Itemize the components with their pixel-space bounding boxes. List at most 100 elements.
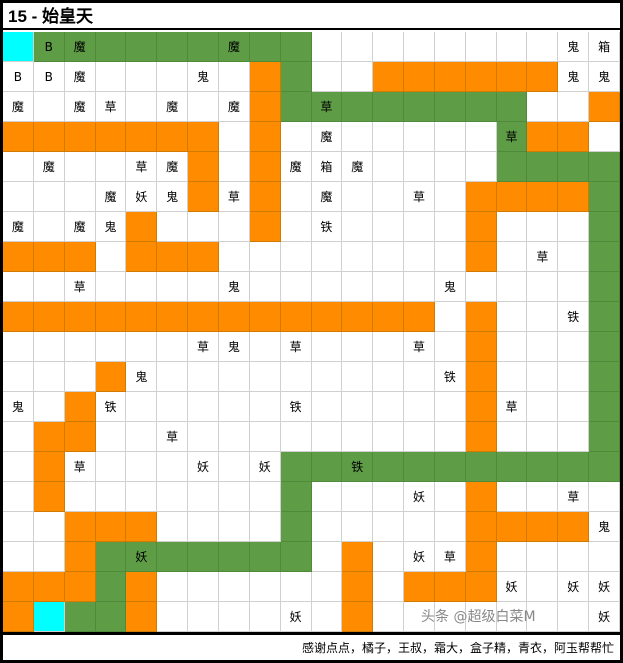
empty-cell bbox=[3, 542, 34, 572]
path-cell bbox=[589, 182, 620, 212]
empty-cell bbox=[157, 512, 189, 542]
wall-cell bbox=[3, 242, 34, 272]
empty-cell bbox=[496, 542, 528, 572]
empty-cell bbox=[64, 152, 96, 182]
empty-cell bbox=[404, 392, 435, 422]
wall-cell bbox=[188, 152, 219, 182]
path-cell bbox=[404, 92, 435, 122]
wall-cell bbox=[64, 242, 96, 272]
path-cell bbox=[496, 92, 528, 122]
path-cell bbox=[249, 32, 281, 62]
empty-cell bbox=[3, 452, 34, 482]
empty-cell bbox=[249, 572, 281, 602]
wall-cell bbox=[95, 512, 127, 542]
empty-cell bbox=[3, 482, 34, 512]
empty-cell bbox=[527, 482, 559, 512]
empty-cell bbox=[157, 392, 189, 422]
path-cell bbox=[249, 542, 281, 572]
empty-cell bbox=[373, 152, 405, 182]
empty-cell: 鬼 bbox=[126, 362, 158, 392]
empty-cell bbox=[465, 602, 497, 632]
empty-cell bbox=[95, 152, 127, 182]
wall-cell bbox=[218, 302, 250, 332]
wall-cell bbox=[465, 302, 497, 332]
empty-cell: 鬼 bbox=[218, 272, 250, 302]
empty-cell bbox=[434, 152, 466, 182]
empty-cell: 铁 bbox=[311, 212, 343, 242]
empty-cell: 魔 bbox=[64, 212, 96, 242]
wall-cell bbox=[95, 122, 127, 152]
cell-label: 魔 bbox=[320, 190, 333, 204]
wall-cell bbox=[465, 212, 497, 242]
path-cell bbox=[95, 542, 127, 572]
empty-cell: 鬼 bbox=[218, 332, 250, 362]
cell-label: 妖 bbox=[258, 460, 271, 474]
start-cell bbox=[3, 32, 34, 62]
empty-cell bbox=[218, 482, 250, 512]
empty-cell bbox=[188, 572, 219, 602]
empty-cell: 妖 bbox=[496, 572, 528, 602]
empty-cell bbox=[218, 572, 250, 602]
empty-cell bbox=[33, 182, 65, 212]
wall-cell bbox=[404, 62, 435, 92]
cell-label: 妖 bbox=[598, 580, 611, 594]
empty-cell bbox=[311, 62, 343, 92]
empty-cell: 妖 bbox=[404, 482, 435, 512]
empty-cell: 草 bbox=[280, 332, 312, 362]
wall-cell bbox=[126, 512, 158, 542]
wall-cell bbox=[373, 302, 405, 332]
cell-label: B bbox=[44, 39, 53, 54]
empty-cell: 魔 bbox=[64, 62, 96, 92]
empty-cell: B bbox=[33, 62, 65, 92]
path-cell bbox=[465, 92, 497, 122]
path-cell bbox=[218, 542, 250, 572]
path-cell bbox=[95, 572, 127, 602]
empty-cell bbox=[373, 422, 405, 452]
path-cell bbox=[157, 32, 189, 62]
empty-cell bbox=[311, 512, 343, 542]
empty-cell bbox=[434, 512, 466, 542]
cell-label: 魔 bbox=[320, 130, 333, 144]
empty-cell bbox=[33, 542, 65, 572]
empty-cell bbox=[95, 422, 127, 452]
wall-cell bbox=[188, 122, 219, 152]
empty-cell: 魔 bbox=[342, 152, 374, 182]
empty-cell bbox=[249, 362, 281, 392]
wall-cell bbox=[188, 302, 219, 332]
empty-cell bbox=[3, 152, 34, 182]
empty-cell bbox=[33, 92, 65, 122]
cell-label: 妖 bbox=[505, 580, 518, 594]
empty-cell bbox=[95, 272, 127, 302]
cell-label: 魔 bbox=[73, 220, 86, 234]
empty-cell: 草 bbox=[95, 92, 127, 122]
empty-cell bbox=[404, 512, 435, 542]
empty-cell bbox=[342, 332, 374, 362]
empty-cell bbox=[527, 542, 559, 572]
wall-cell bbox=[465, 542, 497, 572]
empty-cell bbox=[311, 32, 343, 62]
empty-cell bbox=[404, 122, 435, 152]
wall-cell bbox=[434, 62, 466, 92]
empty-cell: 妖 bbox=[589, 572, 620, 602]
cell-label: 鬼 bbox=[598, 520, 611, 534]
empty-cell bbox=[589, 542, 620, 572]
path-cell: 草 bbox=[496, 122, 528, 152]
empty-cell bbox=[157, 212, 189, 242]
wall-cell bbox=[157, 302, 189, 332]
empty-cell bbox=[157, 362, 189, 392]
empty-cell bbox=[249, 482, 281, 512]
empty-cell bbox=[64, 332, 96, 362]
cell-label: 魔 bbox=[227, 100, 240, 114]
cell-label: 妖 bbox=[412, 490, 425, 504]
wall-cell bbox=[64, 572, 96, 602]
empty-cell bbox=[342, 242, 374, 272]
empty-cell bbox=[342, 512, 374, 542]
empty-cell bbox=[373, 182, 405, 212]
cell-label: 鬼 bbox=[598, 70, 611, 84]
cell-label: 鬼 bbox=[104, 220, 117, 234]
wall-cell bbox=[558, 182, 590, 212]
empty-cell: 魔 bbox=[218, 92, 250, 122]
empty-cell: 魔 bbox=[157, 92, 189, 122]
empty-cell bbox=[218, 512, 250, 542]
